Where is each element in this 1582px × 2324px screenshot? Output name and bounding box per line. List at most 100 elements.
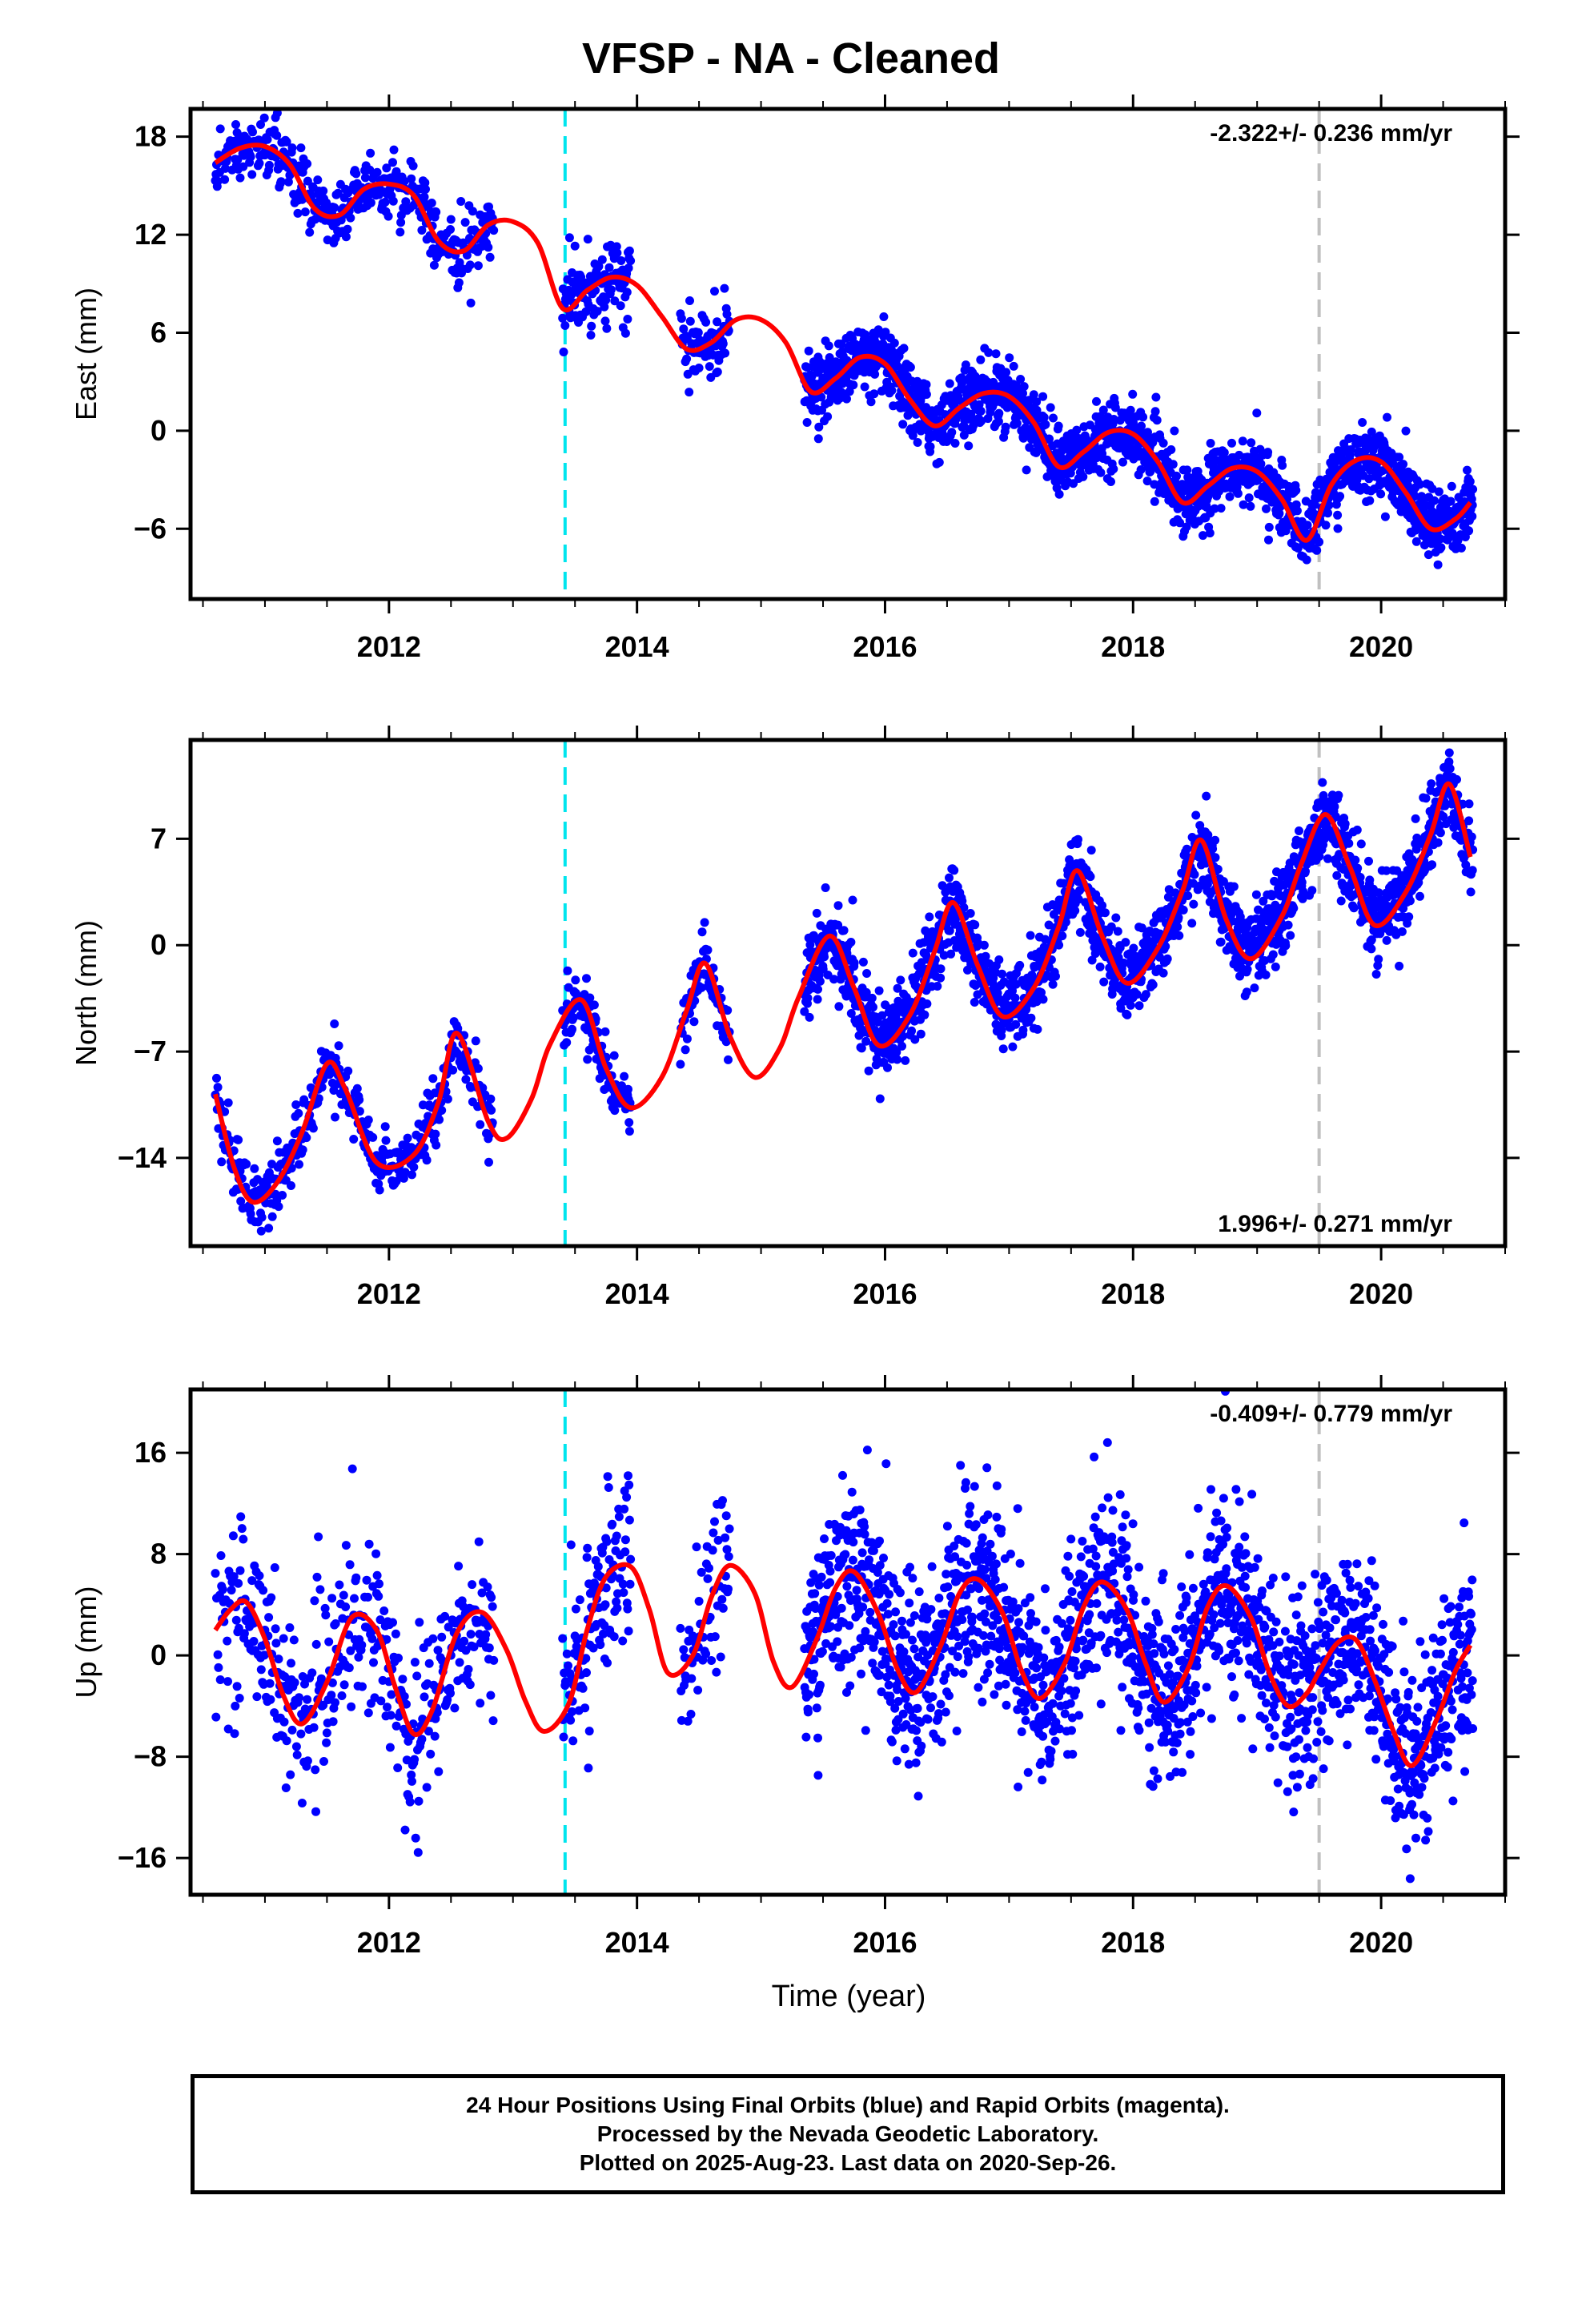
data-point — [454, 278, 464, 287]
data-point — [259, 1586, 268, 1595]
data-point — [887, 345, 896, 355]
data-point — [1399, 460, 1408, 469]
data-point — [266, 1695, 275, 1704]
data-point — [697, 927, 707, 937]
data-point — [1358, 418, 1367, 427]
data-point — [681, 1045, 690, 1055]
data-point — [1291, 485, 1301, 495]
data-point — [229, 1572, 239, 1582]
data-point — [1312, 545, 1322, 555]
data-point — [400, 176, 409, 186]
data-point — [597, 255, 607, 264]
data-point — [1346, 445, 1355, 454]
data-point — [624, 263, 633, 273]
data-point — [585, 993, 595, 1003]
chart-title: VFSP - NA - Cleaned — [581, 34, 1001, 82]
data-point — [456, 197, 466, 206]
y-tick-label: 12 — [135, 218, 167, 251]
data-point — [489, 226, 499, 235]
data-point — [263, 135, 272, 144]
data-point — [1205, 529, 1215, 538]
data-point — [236, 1196, 246, 1206]
data-point — [908, 431, 917, 440]
data-point — [375, 1185, 384, 1195]
data-point — [720, 283, 729, 293]
data-point — [846, 938, 856, 947]
data-point — [291, 1100, 301, 1109]
data-point — [823, 412, 833, 421]
data-point — [981, 951, 990, 961]
data-point — [322, 198, 331, 207]
data-point — [1468, 512, 1477, 521]
data-point — [907, 1026, 917, 1035]
data-point — [1182, 844, 1191, 854]
data-point — [1468, 485, 1478, 494]
data-point — [814, 422, 824, 432]
data-point — [360, 173, 370, 183]
data-point — [1173, 923, 1182, 931]
data-point — [1365, 496, 1375, 505]
y-tick-label: −14 — [118, 1141, 167, 1174]
data-point — [818, 964, 828, 974]
data-point — [247, 170, 257, 179]
data-point — [1051, 971, 1060, 981]
data-point — [1235, 971, 1244, 981]
data-point — [1018, 388, 1027, 398]
data-point — [1182, 465, 1192, 475]
data-point — [600, 1027, 610, 1036]
data-point — [330, 1019, 339, 1028]
data-point — [363, 1116, 373, 1124]
data-point — [721, 1037, 731, 1047]
data-point — [1374, 888, 1383, 898]
data-point — [839, 926, 849, 935]
data-point — [1098, 405, 1108, 415]
data-point — [813, 984, 822, 994]
data-point — [330, 203, 339, 212]
x-tick-label: 2018 — [1101, 630, 1165, 663]
data-point — [341, 232, 351, 242]
data-point — [682, 354, 692, 364]
data-point — [264, 1224, 274, 1233]
data-point — [1095, 962, 1105, 971]
data-point — [966, 909, 975, 918]
data-point — [1074, 895, 1083, 904]
data-point — [922, 999, 932, 1008]
data-point — [1150, 497, 1159, 506]
data-point — [950, 866, 959, 875]
data-point — [1087, 955, 1097, 965]
data-point — [1211, 853, 1220, 862]
data-point — [582, 974, 591, 983]
data-point — [701, 317, 711, 327]
data-point — [936, 973, 946, 983]
data-point — [407, 174, 416, 183]
data-point — [218, 1585, 227, 1594]
data-point — [1411, 537, 1421, 546]
data-point — [1434, 487, 1443, 497]
data-point — [562, 1038, 572, 1047]
data-point — [718, 339, 728, 348]
data-point — [848, 895, 857, 905]
data-point — [879, 312, 889, 321]
data-point — [1168, 460, 1178, 469]
data-point — [679, 324, 689, 334]
data-point — [287, 1181, 295, 1190]
data-point — [396, 227, 405, 237]
data-point — [612, 248, 622, 258]
data-point — [270, 1563, 279, 1572]
data-point — [694, 364, 704, 372]
data-point — [833, 901, 843, 911]
data-point — [1202, 791, 1211, 801]
data-point — [232, 1682, 242, 1691]
data-point — [239, 1534, 248, 1544]
data-point — [896, 975, 905, 985]
data-point — [1174, 931, 1184, 940]
data-point — [485, 252, 495, 262]
data-point — [246, 152, 255, 162]
data-point — [1461, 860, 1471, 870]
x-tick-label: 2020 — [1349, 630, 1413, 663]
data-point — [223, 1677, 232, 1687]
data-point — [1054, 940, 1064, 950]
data-point — [278, 1191, 287, 1200]
data-point — [1423, 550, 1433, 560]
